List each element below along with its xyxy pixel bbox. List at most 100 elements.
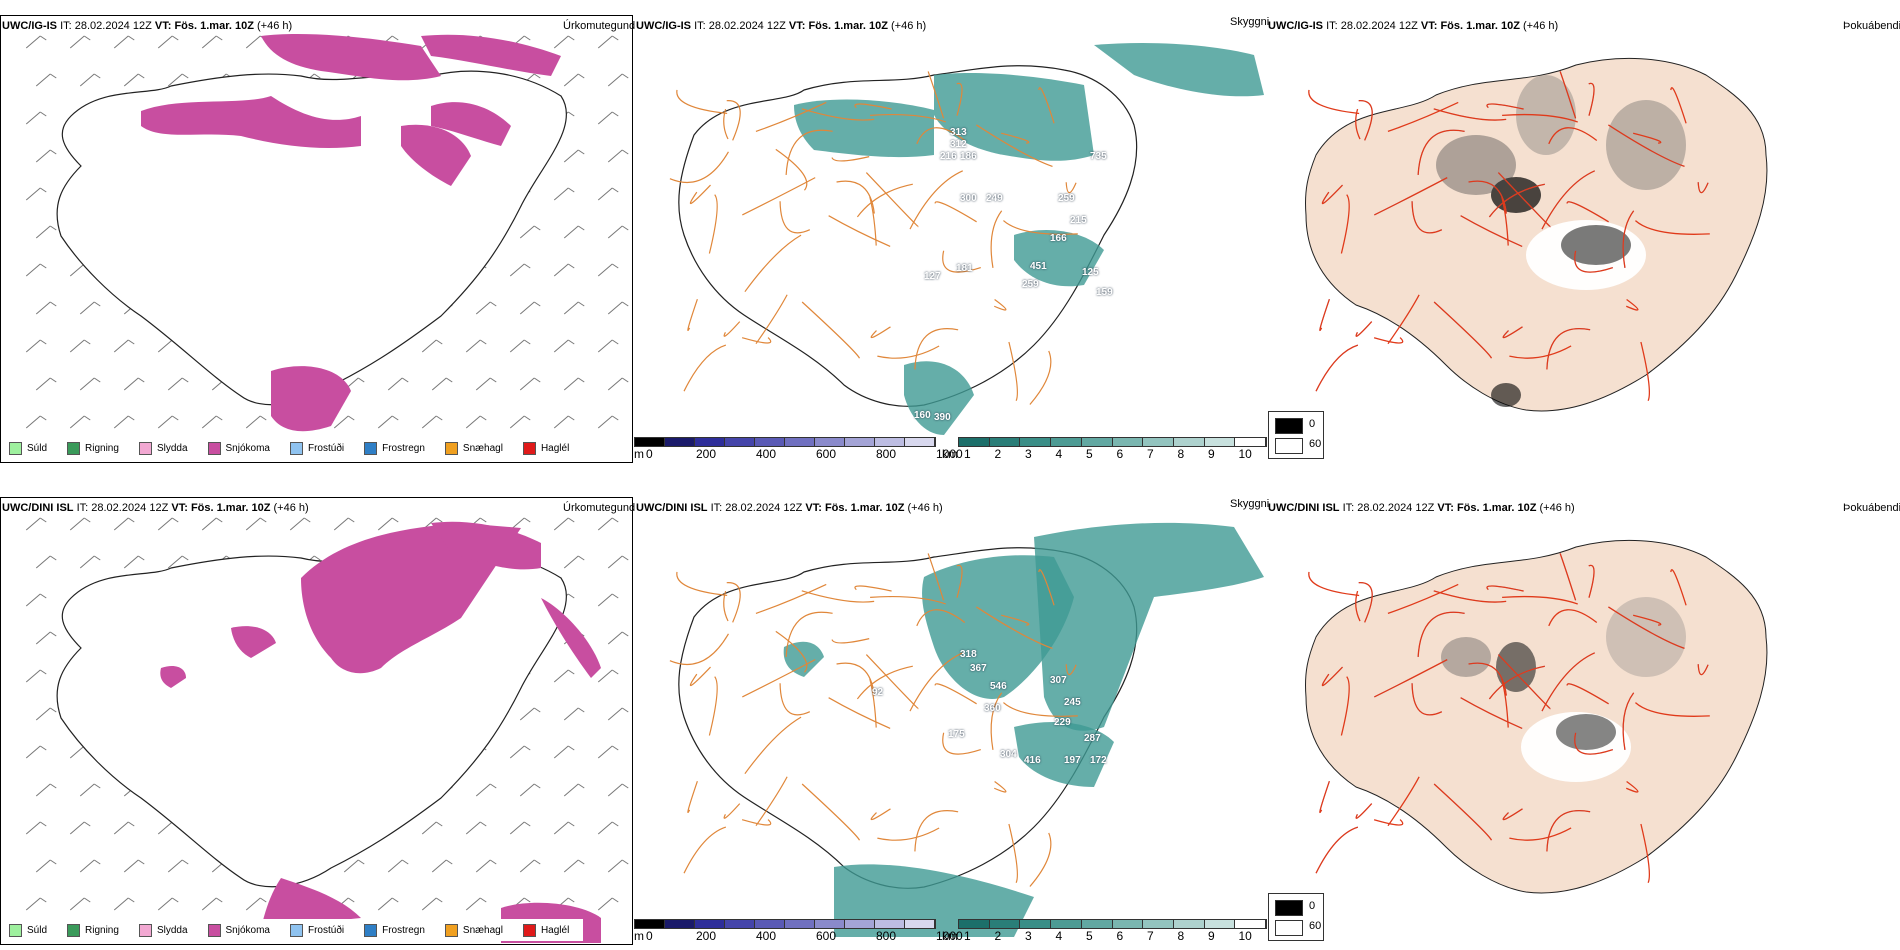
ceiling-value-label: 175 bbox=[948, 729, 965, 740]
legend-swatch bbox=[289, 441, 303, 455]
wind-barb-flag bbox=[391, 517, 399, 523]
road-segment bbox=[676, 571, 728, 597]
low-visibility-area bbox=[1094, 43, 1264, 97]
ceiling-value-label: 172 bbox=[1090, 755, 1107, 766]
visibility-color-step bbox=[1051, 920, 1082, 928]
visibility-tick-label: 5 bbox=[1086, 929, 1093, 943]
visibility-tick-label: 3 bbox=[1025, 929, 1032, 943]
snowfall-area bbox=[431, 102, 511, 146]
road-segment bbox=[676, 89, 728, 115]
ceiling-value-label: 181 bbox=[956, 263, 973, 274]
road-segment bbox=[1308, 571, 1360, 597]
road-segment bbox=[1468, 662, 1507, 696]
road-segment bbox=[1374, 177, 1448, 216]
wind-barb-flag bbox=[215, 35, 223, 41]
wind-barb bbox=[465, 897, 481, 911]
wind-barb bbox=[157, 517, 173, 531]
snowfall-area bbox=[160, 666, 186, 688]
wind-barb-flag bbox=[567, 669, 575, 675]
visibility-color-step bbox=[1051, 438, 1082, 446]
visibility-areas bbox=[783, 522, 1264, 937]
snowfall-area bbox=[301, 523, 521, 674]
fog-map-top bbox=[1305, 57, 1768, 412]
visibility-tick-label: 1 bbox=[964, 447, 971, 461]
road-segment bbox=[1574, 250, 1613, 273]
legend-item-6: Snæhagl bbox=[439, 923, 503, 937]
wind-barb bbox=[421, 821, 437, 835]
fog-value-low: 0 bbox=[1309, 900, 1316, 912]
snowfall-area bbox=[541, 598, 601, 678]
wind-barb-flag bbox=[357, 377, 365, 383]
ceiling-tick-label: 400 bbox=[756, 929, 777, 943]
wind-barb bbox=[563, 149, 579, 163]
road-segment bbox=[1634, 220, 1710, 235]
wind-barb-flag bbox=[215, 415, 223, 421]
snowfall-area bbox=[421, 34, 561, 76]
legend-swatch bbox=[67, 923, 81, 937]
wind-barb bbox=[79, 377, 95, 391]
visibility-map-bottom bbox=[669, 522, 1264, 937]
wind-barb-flag bbox=[577, 301, 585, 307]
ceiling-tick-label: 1000 bbox=[936, 447, 963, 461]
legend-swatch bbox=[9, 441, 22, 455]
ceiling-value-label: 215 bbox=[1070, 215, 1087, 226]
legend-label: Frostúði bbox=[307, 442, 345, 454]
ceiling-tick-label: 800 bbox=[876, 929, 897, 943]
visibility-color-step bbox=[1020, 438, 1052, 446]
wind-barb bbox=[113, 821, 129, 835]
ceiling-value-label: 259 bbox=[1058, 193, 1075, 204]
legend-label: Súld bbox=[27, 442, 48, 454]
low-visibility-area bbox=[904, 361, 974, 435]
legend-label: Rigning bbox=[85, 924, 119, 936]
road-segment bbox=[909, 652, 963, 712]
fog-shade bbox=[1561, 225, 1631, 265]
road-segment bbox=[1460, 697, 1523, 730]
wind-barb-flag bbox=[567, 111, 575, 117]
wind-barb-flag bbox=[567, 415, 575, 421]
wind-barb bbox=[377, 517, 393, 531]
ceiling-value-label: 416 bbox=[1024, 755, 1041, 766]
wind-barb bbox=[597, 187, 613, 201]
road-segment bbox=[1038, 87, 1055, 124]
legend-label: Slydda bbox=[156, 924, 188, 936]
legend-swatch bbox=[364, 441, 378, 455]
ceiling-value-label: 390 bbox=[934, 412, 951, 423]
legend-swatch bbox=[207, 923, 221, 937]
visibility-color-step bbox=[1081, 920, 1113, 928]
road-segment bbox=[779, 201, 811, 234]
road-segment bbox=[1355, 108, 1361, 140]
fog-shading bbox=[1441, 597, 1686, 782]
visibility-unit-bottom: km bbox=[942, 929, 958, 943]
ceiling-tick-label: 800 bbox=[876, 447, 897, 461]
wind-barb bbox=[69, 745, 85, 759]
road-segment bbox=[869, 678, 877, 728]
snowfall-areas bbox=[141, 34, 561, 432]
road-segment bbox=[1358, 582, 1373, 623]
road-segment bbox=[1546, 328, 1591, 370]
wind-barb-flag bbox=[93, 73, 101, 79]
ceiling-value-label: 216 bbox=[940, 151, 957, 162]
wind-barb bbox=[597, 593, 613, 607]
wind-barb bbox=[607, 73, 623, 87]
wind-barb bbox=[245, 415, 261, 429]
wind-barb bbox=[509, 745, 525, 759]
wind-barb-flag bbox=[39, 35, 47, 41]
wind-barb bbox=[509, 415, 525, 429]
legend-item-1: Rigning bbox=[61, 441, 119, 455]
road-segment bbox=[723, 321, 741, 337]
road-segment bbox=[870, 326, 891, 339]
wind-barb-flag bbox=[523, 821, 531, 827]
road-segment bbox=[741, 819, 772, 826]
wind-barb bbox=[167, 73, 183, 87]
wind-barb bbox=[35, 301, 51, 315]
road-segment bbox=[1355, 803, 1373, 819]
wind-barb bbox=[563, 555, 579, 569]
wind-barb bbox=[25, 517, 41, 531]
road-segment bbox=[801, 108, 875, 121]
road-segment bbox=[723, 803, 741, 819]
wind-barb-flag bbox=[39, 339, 47, 345]
fog-panel-top bbox=[1266, 15, 1900, 463]
wind-barb-flag bbox=[523, 745, 531, 751]
low-visibility-area bbox=[1034, 522, 1264, 731]
road-segment bbox=[1003, 702, 1078, 717]
